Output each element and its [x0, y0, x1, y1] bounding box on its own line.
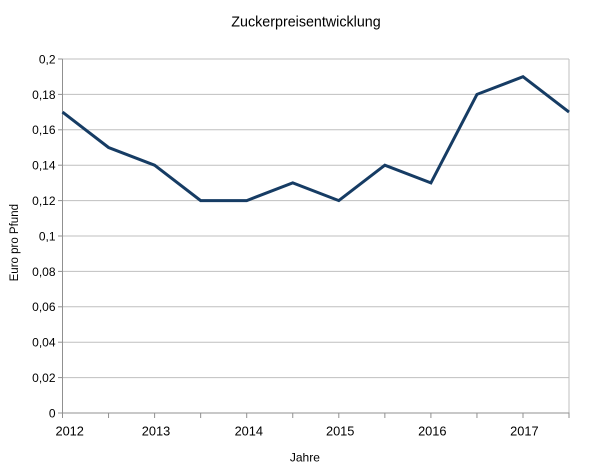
svg-text:2015: 2015: [326, 424, 354, 439]
svg-text:2012: 2012: [55, 424, 83, 439]
svg-text:Zuckerpreisentwicklung: Zuckerpreisentwicklung: [231, 15, 380, 31]
svg-text:2016: 2016: [418, 424, 446, 439]
svg-text:0,02: 0,02: [32, 371, 56, 385]
svg-text:2014: 2014: [235, 424, 263, 439]
svg-text:0,06: 0,06: [32, 300, 56, 314]
svg-text:0,04: 0,04: [32, 336, 56, 350]
svg-text:0,18: 0,18: [32, 88, 56, 102]
svg-text:0,08: 0,08: [32, 265, 56, 279]
svg-text:Jahre: Jahre: [290, 450, 320, 464]
svg-text:0,14: 0,14: [32, 159, 56, 173]
svg-text:0,16: 0,16: [32, 123, 56, 137]
svg-text:2017: 2017: [510, 424, 538, 439]
svg-text:Euro pro Pfund: Euro pro Pfund: [9, 204, 21, 281]
svg-text:0,1: 0,1: [39, 229, 56, 243]
svg-text:0: 0: [49, 406, 56, 420]
svg-text:0,2: 0,2: [39, 52, 56, 66]
svg-text:0,12: 0,12: [32, 194, 56, 208]
svg-text:2013: 2013: [142, 424, 170, 439]
